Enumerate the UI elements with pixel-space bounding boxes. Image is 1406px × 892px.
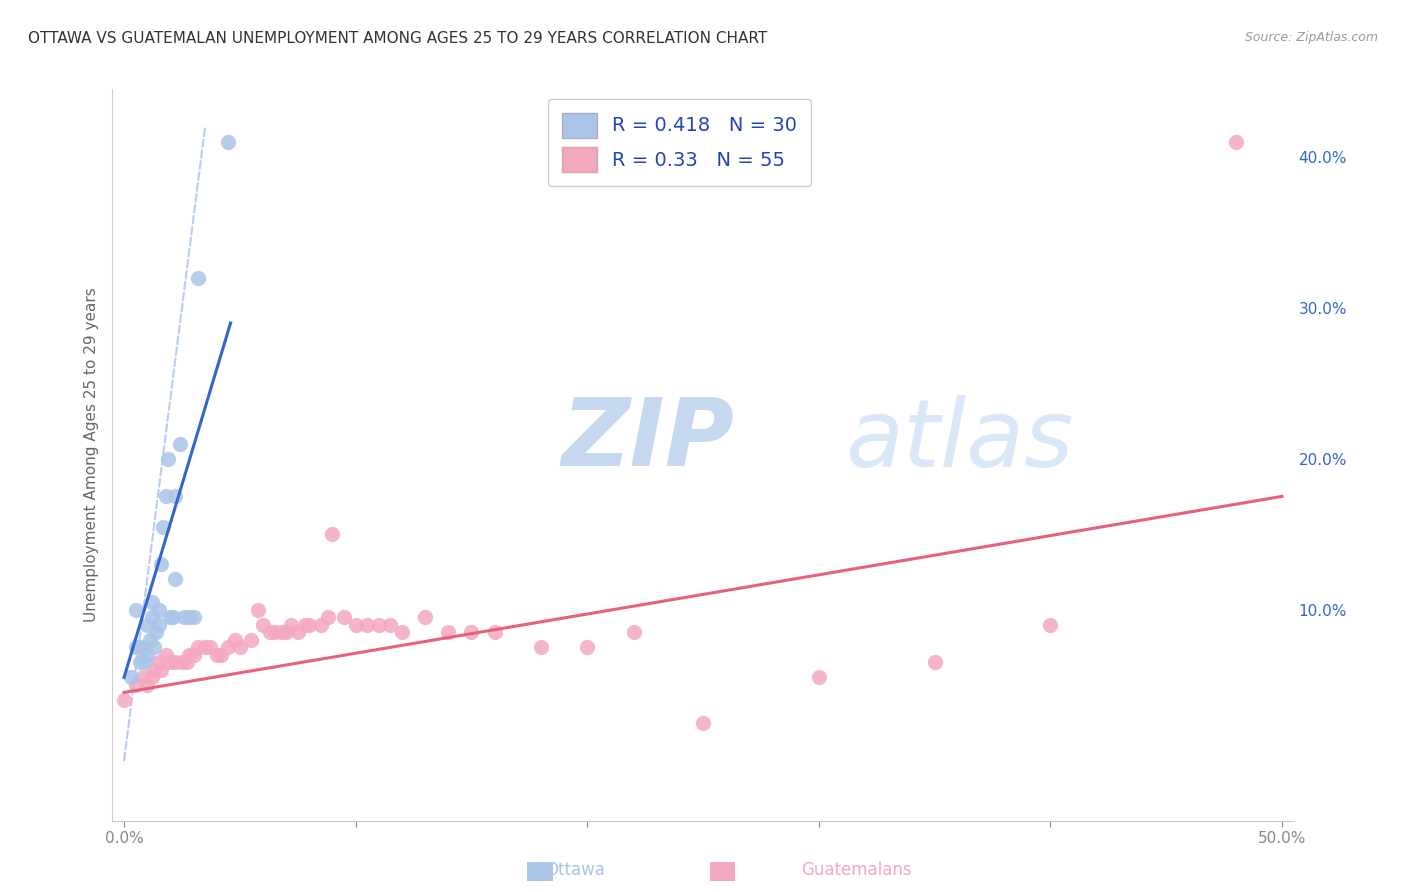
- Point: [276, 625, 298, 640]
- Y-axis label: Unemployment Among Ages 25 to 29 years: Unemployment Among Ages 25 to 29 years: [83, 287, 98, 623]
- Point: [136, 617, 159, 632]
- Point: [120, 670, 142, 684]
- Point: [163, 655, 186, 669]
- Text: Guatemalans: Guatemalans: [801, 861, 912, 879]
- Point: [177, 610, 200, 624]
- Point: [229, 640, 252, 655]
- Point: [183, 648, 205, 662]
- Point: [321, 527, 343, 541]
- Point: [807, 670, 830, 684]
- Point: [484, 625, 506, 640]
- Point: [460, 625, 482, 640]
- Point: [176, 655, 198, 669]
- Point: [270, 625, 292, 640]
- Point: [159, 610, 181, 624]
- Point: [252, 617, 274, 632]
- Point: [138, 632, 160, 647]
- Point: [205, 648, 228, 662]
- Point: [413, 610, 436, 624]
- Point: [157, 451, 180, 466]
- Point: [163, 489, 186, 503]
- Point: [356, 617, 378, 632]
- Point: [155, 648, 177, 662]
- Text: atlas: atlas: [845, 395, 1073, 486]
- Point: [530, 640, 553, 655]
- Point: [143, 640, 166, 655]
- Point: [259, 625, 281, 640]
- Point: [344, 617, 367, 632]
- Point: [183, 610, 205, 624]
- Point: [162, 610, 184, 624]
- Point: [224, 632, 246, 647]
- Point: [316, 610, 339, 624]
- Point: [124, 640, 146, 655]
- Point: [287, 625, 309, 640]
- Point: [263, 625, 285, 640]
- Point: [391, 625, 413, 640]
- Point: [148, 617, 170, 632]
- Point: [177, 648, 200, 662]
- Point: [247, 602, 270, 616]
- Text: Source: ZipAtlas.com: Source: ZipAtlas.com: [1244, 31, 1378, 45]
- Point: [623, 625, 645, 640]
- Text: Ottawa: Ottawa: [544, 861, 605, 879]
- Point: [143, 663, 166, 677]
- Point: [112, 693, 135, 707]
- Point: [141, 610, 163, 624]
- Point: [127, 640, 149, 655]
- Point: [152, 519, 174, 533]
- Point: [124, 602, 146, 616]
- Point: [150, 663, 173, 677]
- Point: [131, 640, 153, 655]
- Point: [437, 625, 460, 640]
- Point: [136, 648, 159, 662]
- Point: [134, 655, 156, 669]
- Point: [148, 602, 170, 616]
- Point: [155, 489, 177, 503]
- Point: [1039, 617, 1062, 632]
- Point: [217, 640, 239, 655]
- Point: [170, 655, 193, 669]
- Point: [129, 655, 152, 669]
- Point: [159, 655, 181, 669]
- Point: [309, 617, 332, 632]
- Point: [294, 617, 316, 632]
- Point: [240, 632, 263, 647]
- Point: [692, 715, 714, 730]
- Text: ZIP: ZIP: [561, 394, 734, 486]
- Point: [1225, 135, 1247, 149]
- Point: [333, 610, 356, 624]
- Legend: R = 0.418   N = 30, R = 0.33   N = 55: R = 0.418 N = 30, R = 0.33 N = 55: [548, 99, 811, 186]
- Point: [198, 640, 221, 655]
- Point: [576, 640, 599, 655]
- Point: [187, 270, 209, 285]
- Point: [173, 610, 195, 624]
- Point: [367, 617, 389, 632]
- Point: [209, 648, 232, 662]
- Point: [141, 670, 163, 684]
- Point: [163, 572, 186, 586]
- Point: [141, 595, 163, 609]
- Point: [148, 655, 170, 669]
- Point: [124, 678, 146, 692]
- Point: [194, 640, 217, 655]
- Point: [280, 617, 302, 632]
- Point: [924, 655, 946, 669]
- Point: [145, 625, 167, 640]
- Point: [136, 678, 159, 692]
- Text: OTTAWA VS GUATEMALAN UNEMPLOYMENT AMONG AGES 25 TO 29 YEARS CORRELATION CHART: OTTAWA VS GUATEMALAN UNEMPLOYMENT AMONG …: [28, 31, 768, 46]
- Point: [380, 617, 402, 632]
- Point: [150, 558, 173, 572]
- Point: [217, 135, 239, 149]
- Point: [131, 670, 153, 684]
- Point: [169, 436, 191, 450]
- Point: [187, 640, 209, 655]
- Point: [298, 617, 321, 632]
